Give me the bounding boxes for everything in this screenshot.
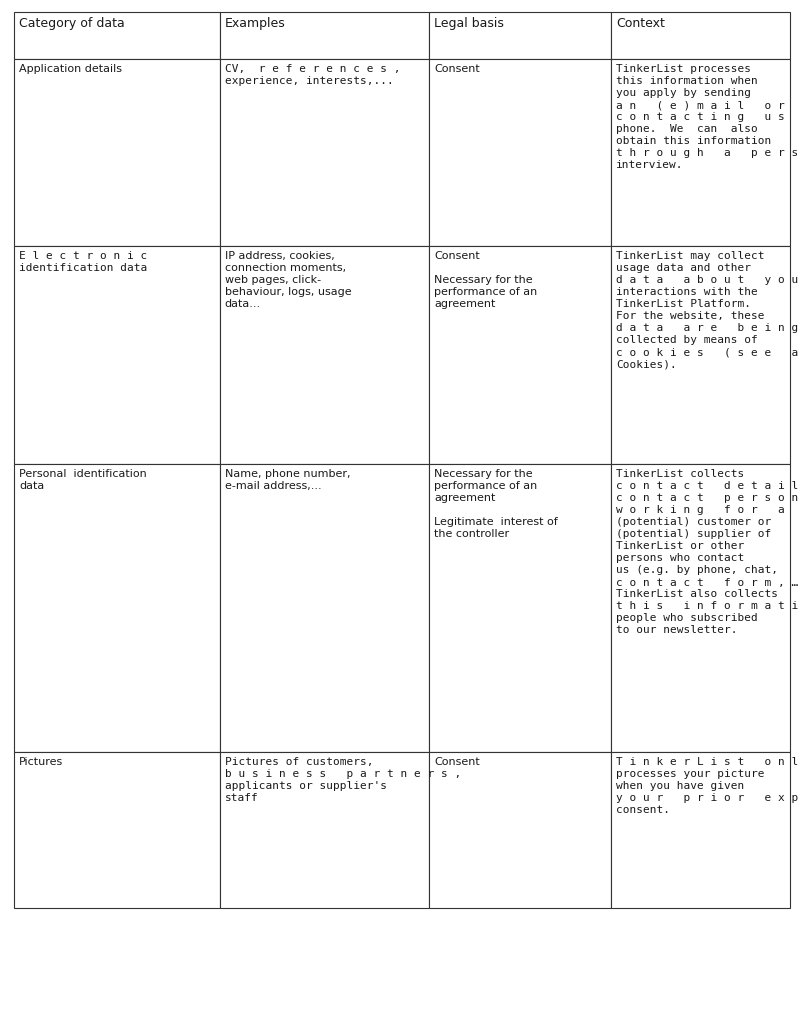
Text: Application details: Application details	[19, 65, 122, 75]
Text: Pictures: Pictures	[19, 757, 63, 767]
Bar	[219, 59, 429, 246]
Text: Consent

Necessary for the
performance of an
agreement: Consent Necessary for the performance of…	[434, 251, 536, 309]
Text: Consent: Consent	[434, 65, 479, 75]
Bar	[219, 752, 429, 907]
Bar	[610, 12, 789, 59]
Bar	[219, 246, 429, 464]
Bar	[429, 752, 610, 907]
Bar	[219, 464, 429, 752]
Text: TinkerList may collect
usage data and other
d a t a   a b o u t   y o u r
intera: TinkerList may collect usage data and ot…	[615, 251, 803, 370]
Bar	[14, 59, 219, 246]
Bar	[219, 12, 429, 59]
Text: Consent: Consent	[434, 757, 479, 767]
Text: Pictures of customers,
b u s i n e s s   p a r t n e r s ,
applicants or supplie: Pictures of customers, b u s i n e s s p…	[224, 757, 460, 803]
Text: Legal basis: Legal basis	[434, 17, 503, 31]
Bar	[429, 12, 610, 59]
Text: TinkerList collects
c o n t a c t   d e t a i l s   o f
c o n t a c t   p e r s : TinkerList collects c o n t a c t d e t …	[615, 469, 803, 635]
Text: Necessary for the
performance of an
agreement

Legitimate  interest of
the contr: Necessary for the performance of an agre…	[434, 469, 557, 540]
Bar	[14, 246, 219, 464]
Bar	[610, 246, 789, 464]
Text: Category of data: Category of data	[19, 17, 125, 31]
Text: Context: Context	[615, 17, 664, 31]
Text: IP address, cookies,
connection moments,
web pages, click-
behaviour, logs, usag: IP address, cookies, connection moments,…	[224, 251, 351, 309]
Text: Name, phone number,
e-mail address,...: Name, phone number, e-mail address,...	[224, 469, 350, 492]
Text: E l e c t r o n i c
identification data: E l e c t r o n i c identification data	[19, 251, 148, 273]
Bar	[429, 246, 610, 464]
Text: T i n k e r L i s t   o n l y
processes your picture
when you have given
y o u r: T i n k e r L i s t o n l y processes yo…	[615, 757, 803, 815]
Bar	[429, 59, 610, 246]
Text: Examples: Examples	[224, 17, 285, 31]
Bar	[429, 464, 610, 752]
Text: TinkerList processes
this information when
you apply by sending
a n   ( e ) m a : TinkerList processes this information wh…	[615, 65, 803, 170]
Text: CV,  r e f e r e n c e s ,
experience, interests,...: CV, r e f e r e n c e s , experience, in…	[224, 65, 400, 86]
Bar	[610, 59, 789, 246]
Bar	[14, 752, 219, 907]
Bar	[610, 752, 789, 907]
Bar	[14, 12, 219, 59]
Text: Personal  identification
data: Personal identification data	[19, 469, 147, 492]
Bar	[610, 464, 789, 752]
Bar	[14, 464, 219, 752]
